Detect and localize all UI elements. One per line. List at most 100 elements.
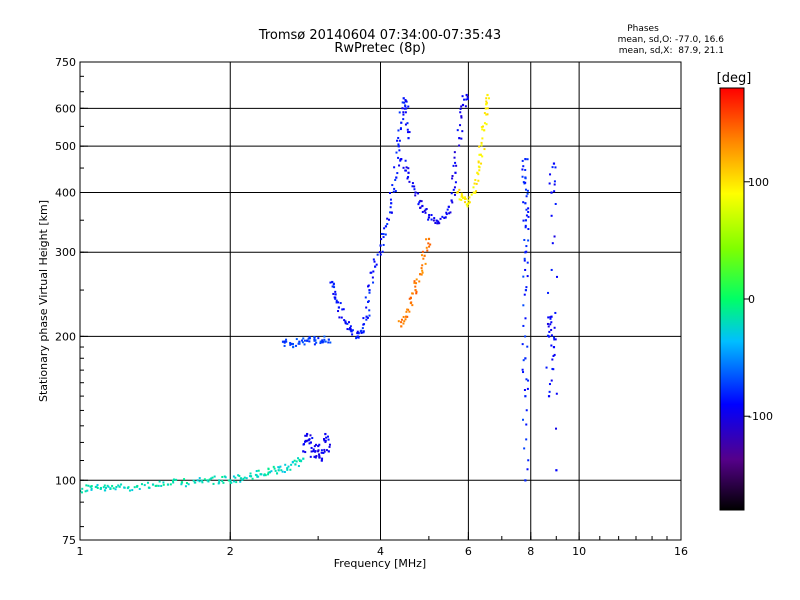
data-point <box>414 289 417 292</box>
data-point <box>327 450 330 453</box>
trace-dot <box>394 190 397 193</box>
data-point <box>206 479 209 482</box>
trace-dot <box>408 310 411 313</box>
data-point <box>458 137 461 140</box>
trace-dot <box>464 198 467 201</box>
trace-dot <box>183 478 186 481</box>
trace-dot <box>335 299 338 302</box>
trace-dot <box>425 246 428 249</box>
trace-dot <box>527 215 530 218</box>
trace-dot <box>318 443 321 446</box>
trace-dot <box>428 245 431 248</box>
trace-dot <box>81 491 84 494</box>
trace-dot <box>468 196 471 199</box>
trace-dot <box>417 203 420 206</box>
data-point <box>239 477 243 480</box>
trace-dot <box>323 335 326 338</box>
data-point <box>405 315 408 318</box>
x-axis-ticks: 1 2 4 6 8 10 16 <box>77 532 688 558</box>
data-point <box>524 479 527 482</box>
trace-dot <box>418 201 421 204</box>
trace-dot <box>404 111 407 114</box>
trace-dot <box>547 325 550 328</box>
trace-dot <box>378 251 381 254</box>
trace-dot <box>478 169 481 172</box>
trace-dot <box>291 460 294 463</box>
trace-dot <box>372 281 375 284</box>
trace-dot <box>382 236 385 239</box>
trace-dot <box>275 472 278 475</box>
trace-dot <box>466 205 469 208</box>
trace-dot <box>549 317 552 320</box>
data-point <box>436 222 439 225</box>
trace-dot <box>318 454 321 457</box>
trace-dot <box>451 174 454 177</box>
trace-dot <box>460 192 463 195</box>
trace-dot <box>340 316 343 319</box>
trace-dot <box>283 341 286 344</box>
data-point <box>461 103 465 107</box>
trace-dot <box>480 162 483 165</box>
trace-dot <box>314 456 317 459</box>
trace-dot <box>460 137 463 140</box>
trace-dot <box>327 341 330 344</box>
trace-dot <box>437 220 440 223</box>
trace-dot <box>255 470 258 473</box>
trace-dot <box>283 471 286 474</box>
trace-dot <box>284 463 287 466</box>
trace-dot <box>211 476 214 479</box>
trace-dot <box>423 209 426 212</box>
trace-dot <box>344 322 347 325</box>
trace-dot <box>184 485 187 488</box>
trace-dot <box>549 323 552 326</box>
trace-dot <box>527 239 530 242</box>
data-point <box>479 153 482 156</box>
trace-dot <box>425 238 428 241</box>
trace-dot <box>90 487 93 490</box>
trace-dot <box>434 222 437 225</box>
trace-dot <box>402 118 405 121</box>
trace-dot <box>308 340 311 343</box>
trace-dot <box>553 183 556 186</box>
trace-dot <box>323 439 326 442</box>
trace-dot <box>320 451 323 454</box>
trace-dot <box>404 318 407 321</box>
trace-dot <box>103 489 106 492</box>
data-point <box>427 237 431 241</box>
trace-dot <box>201 481 204 484</box>
trace-dot <box>245 477 248 480</box>
x-tick-label: 4 <box>377 545 384 558</box>
trace-dot <box>458 188 461 191</box>
trace-dot <box>527 207 530 210</box>
trace-dot <box>521 159 524 162</box>
trace-dot <box>232 475 235 478</box>
trace-dot <box>309 434 312 437</box>
data-point <box>414 191 417 194</box>
trace-dot <box>158 480 161 483</box>
trace-dot <box>289 341 292 344</box>
trace-dot <box>304 434 307 437</box>
trace-dot <box>349 328 352 331</box>
trace-dot <box>308 336 311 339</box>
trace-dot <box>420 273 423 276</box>
trace-dot <box>553 353 556 356</box>
trace-dot <box>148 486 151 489</box>
trace-dot <box>298 458 301 461</box>
trace-dot <box>357 332 360 335</box>
trace-dot <box>315 443 318 446</box>
data-point <box>397 145 400 148</box>
trace-dot <box>243 476 246 479</box>
trace-dot <box>131 489 134 492</box>
y-tick-label: 200 <box>55 330 76 343</box>
trace-dot <box>523 388 526 391</box>
trace-dot <box>475 190 478 193</box>
trace-dot <box>323 450 326 453</box>
trace-dot <box>474 191 477 194</box>
trace-dot <box>397 320 400 323</box>
trace-dot <box>286 468 289 471</box>
trace-dot <box>525 378 528 381</box>
data-point <box>118 485 121 488</box>
data-point <box>405 107 408 110</box>
trace-dot <box>409 296 412 299</box>
trace-dot <box>455 164 458 167</box>
